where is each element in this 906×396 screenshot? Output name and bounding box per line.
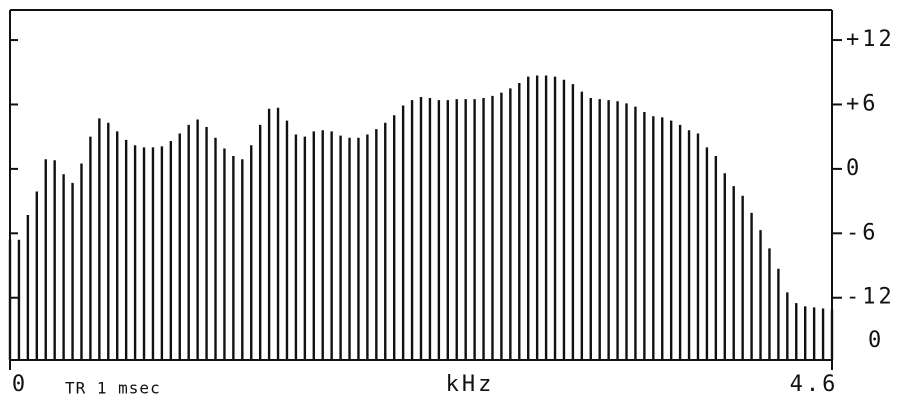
x-axis-label: kHz (446, 372, 495, 396)
x-tick-label: 4.6 (790, 372, 839, 396)
y-tick-label: -12 (846, 285, 895, 310)
y-tick-label: +6 (846, 91, 879, 116)
y-tick-label: 0 (846, 156, 862, 181)
x-tick-label: 0 (12, 372, 28, 396)
baseline-label: 0 (868, 328, 884, 353)
y-tick-label: -6 (846, 220, 879, 245)
y-tick-label: +12 (846, 27, 895, 52)
annotation: TR 1 msec (65, 379, 161, 396)
